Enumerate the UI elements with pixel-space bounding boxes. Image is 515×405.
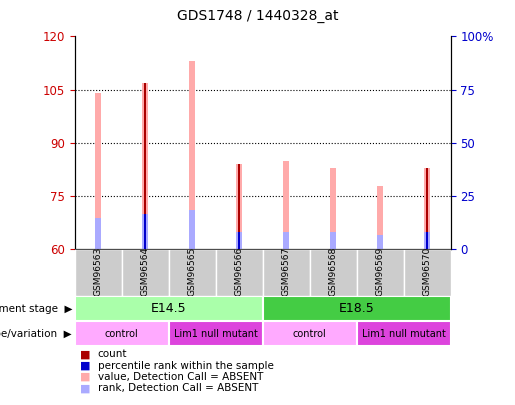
Text: GSM96568: GSM96568 (329, 247, 338, 296)
Bar (122, 249, 168, 296)
Text: Lim1 null mutant: Lim1 null mutant (362, 329, 445, 339)
Bar (75, 321, 168, 346)
Bar (263, 321, 356, 346)
Text: Lim1 null mutant: Lim1 null mutant (174, 329, 258, 339)
Text: ■: ■ (80, 372, 90, 382)
Text: development stage  ▶: development stage ▶ (0, 304, 72, 313)
Bar (283, 161, 289, 249)
Bar (404, 249, 451, 296)
Bar (377, 235, 383, 249)
Bar (190, 211, 195, 249)
Bar (377, 185, 383, 249)
Bar (238, 164, 241, 249)
Text: value, Detection Call = ABSENT: value, Detection Call = ABSENT (98, 372, 263, 382)
Bar (95, 217, 101, 249)
Text: ■: ■ (80, 360, 90, 371)
Text: GSM96569: GSM96569 (375, 247, 385, 296)
Text: control: control (105, 329, 139, 339)
Text: rank, Detection Call = ABSENT: rank, Detection Call = ABSENT (98, 383, 258, 393)
Text: GSM96563: GSM96563 (94, 247, 102, 296)
Text: GDS1748 / 1440328_at: GDS1748 / 1440328_at (177, 9, 338, 23)
Bar (236, 164, 242, 249)
Bar (168, 249, 216, 296)
Bar (190, 61, 195, 249)
Text: E14.5: E14.5 (151, 302, 186, 315)
Bar (356, 321, 451, 346)
Text: ■: ■ (80, 383, 90, 393)
Text: GSM96565: GSM96565 (187, 247, 197, 296)
Text: control: control (293, 329, 327, 339)
Bar (95, 93, 101, 249)
Bar (168, 321, 263, 346)
Bar (426, 168, 428, 249)
Text: ■: ■ (80, 349, 90, 359)
Text: GSM96570: GSM96570 (423, 247, 432, 296)
Bar (424, 168, 430, 249)
Bar (330, 232, 336, 249)
Bar (283, 232, 289, 249)
Text: GSM96564: GSM96564 (141, 247, 150, 296)
Text: E18.5: E18.5 (339, 302, 374, 315)
Bar (236, 232, 242, 249)
Bar (238, 232, 241, 249)
Bar (75, 296, 263, 321)
Bar (263, 249, 310, 296)
Text: count: count (98, 349, 127, 359)
Bar (424, 232, 430, 249)
Text: GSM96567: GSM96567 (282, 247, 290, 296)
Bar (216, 249, 263, 296)
Text: GSM96566: GSM96566 (235, 247, 244, 296)
Bar (356, 249, 404, 296)
Text: percentile rank within the sample: percentile rank within the sample (98, 360, 274, 371)
Bar (142, 214, 148, 249)
Bar (144, 83, 146, 249)
Bar (75, 249, 122, 296)
Bar (263, 296, 451, 321)
Bar (310, 249, 356, 296)
Bar (426, 232, 428, 249)
Text: genotype/variation  ▶: genotype/variation ▶ (0, 329, 72, 339)
Bar (142, 83, 148, 249)
Bar (144, 214, 146, 249)
Bar (330, 168, 336, 249)
